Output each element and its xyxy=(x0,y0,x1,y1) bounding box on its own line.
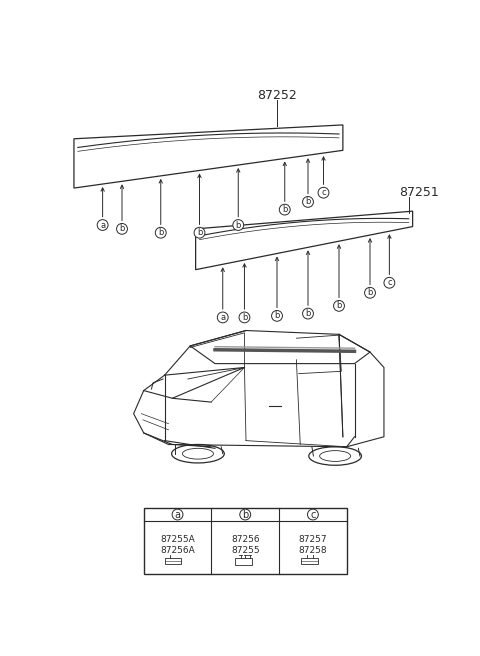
Circle shape xyxy=(240,509,251,520)
Circle shape xyxy=(97,220,108,230)
Circle shape xyxy=(194,228,205,238)
Text: a: a xyxy=(175,510,180,520)
Circle shape xyxy=(156,228,166,238)
Text: a: a xyxy=(220,313,225,322)
Text: b: b xyxy=(282,205,288,214)
Text: b: b xyxy=(236,220,241,230)
Text: b: b xyxy=(242,313,247,322)
Text: b: b xyxy=(367,288,372,297)
Circle shape xyxy=(384,277,395,288)
Text: b: b xyxy=(274,312,280,320)
Text: 87255A
87256A: 87255A 87256A xyxy=(160,535,195,556)
Circle shape xyxy=(334,300,345,311)
Circle shape xyxy=(272,310,282,321)
Text: c: c xyxy=(321,188,326,197)
Circle shape xyxy=(233,220,244,230)
Circle shape xyxy=(217,312,228,323)
Text: b: b xyxy=(197,228,202,237)
Circle shape xyxy=(302,197,313,207)
Text: b: b xyxy=(120,224,125,234)
Circle shape xyxy=(172,509,183,520)
Text: c: c xyxy=(387,278,392,287)
Circle shape xyxy=(318,188,329,198)
Text: 87256
87255: 87256 87255 xyxy=(231,535,260,556)
Text: 87251: 87251 xyxy=(399,186,439,199)
Text: b: b xyxy=(305,197,311,207)
Circle shape xyxy=(239,312,250,323)
Text: c: c xyxy=(310,510,315,520)
Text: b: b xyxy=(336,301,342,310)
Text: b: b xyxy=(305,309,311,318)
Circle shape xyxy=(308,509,318,520)
Circle shape xyxy=(365,287,375,298)
Circle shape xyxy=(302,308,313,319)
Circle shape xyxy=(279,204,290,215)
Text: 87257
87258: 87257 87258 xyxy=(299,535,327,556)
Text: b: b xyxy=(158,228,163,237)
Text: a: a xyxy=(100,220,105,230)
Circle shape xyxy=(117,224,127,234)
Text: b: b xyxy=(242,510,248,520)
Text: 87252: 87252 xyxy=(257,89,297,102)
